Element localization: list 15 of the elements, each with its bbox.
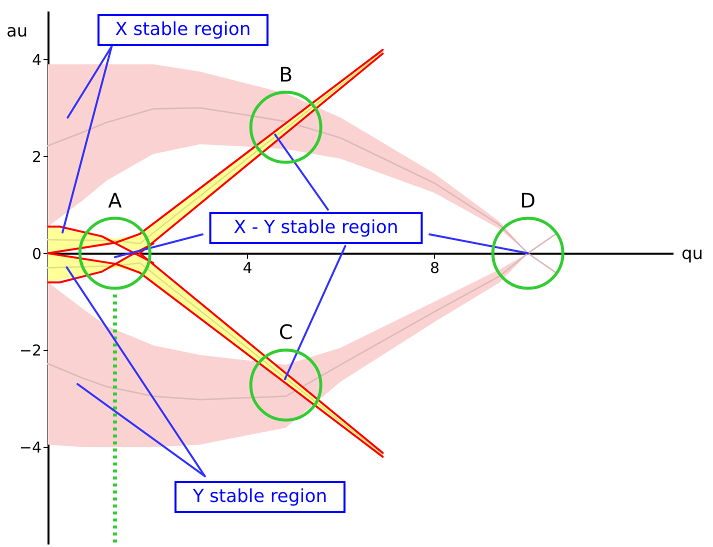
y-axis-title: au (6, 22, 28, 42)
y-tick-label: 4 (32, 50, 42, 69)
y-tick-label: −2 (19, 342, 42, 360)
x-axis-title: qu (682, 244, 704, 264)
data-label: B (278, 62, 293, 86)
data-label: D (520, 188, 536, 212)
y-tick-label: 2 (32, 148, 42, 166)
x-tick-label: 8 (430, 258, 440, 277)
data-label: C (278, 320, 293, 344)
data-label: A (108, 188, 122, 212)
y-tick-label: −4 (19, 438, 42, 457)
y-tick-label: 0 (32, 244, 42, 263)
annotation: X stable region (115, 19, 251, 40)
annotation: X - Y stable region (234, 217, 398, 238)
annotation: Y stable region (192, 486, 328, 507)
